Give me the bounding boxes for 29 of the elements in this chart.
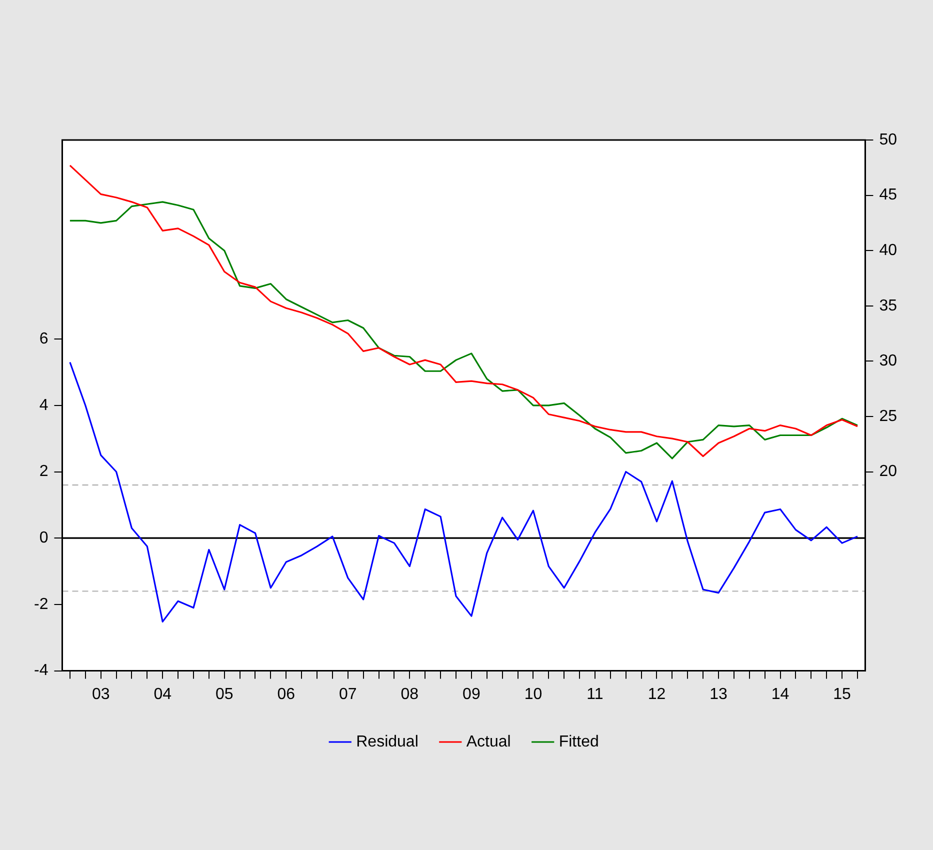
x-tick-label: 06 [277, 686, 296, 703]
x-tick-label: 13 [710, 686, 728, 703]
y2-tick-label: 25 [879, 408, 898, 425]
x-tick-label: 10 [524, 686, 542, 703]
x-tick-label: 04 [154, 686, 172, 703]
x-tick-label: 09 [462, 686, 480, 703]
y-tick-label: -2 [34, 596, 48, 613]
legend-label: Fitted [558, 733, 599, 750]
y-tick-label: 6 [39, 330, 48, 348]
y-tick-label: -4 [34, 662, 48, 680]
y2-tick-label: 30 [879, 352, 898, 370]
y-tick-label: 0 [39, 530, 48, 547]
x-tick-label: 03 [92, 686, 110, 703]
y2-tick-label: 50 [879, 131, 898, 148]
x-tick-label: 07 [339, 686, 357, 703]
legend-label: Residual [356, 733, 418, 750]
legend-label: Actual [466, 733, 511, 750]
x-tick-label: 08 [400, 686, 419, 703]
x-tick-label: 14 [771, 686, 790, 703]
x-tick-label: 05 [215, 686, 234, 703]
y2-tick-label: 35 [879, 297, 898, 314]
y2-tick-label: 40 [879, 242, 898, 259]
y-tick-label: 2 [39, 463, 48, 480]
x-tick-label: 12 [648, 686, 666, 703]
x-tick-label: 11 [586, 686, 604, 703]
x-tick-label: 15 [833, 686, 852, 703]
y-tick-label: 4 [39, 396, 48, 414]
y2-tick-label: 45 [879, 186, 898, 204]
y2-tick-label: 20 [879, 463, 898, 480]
